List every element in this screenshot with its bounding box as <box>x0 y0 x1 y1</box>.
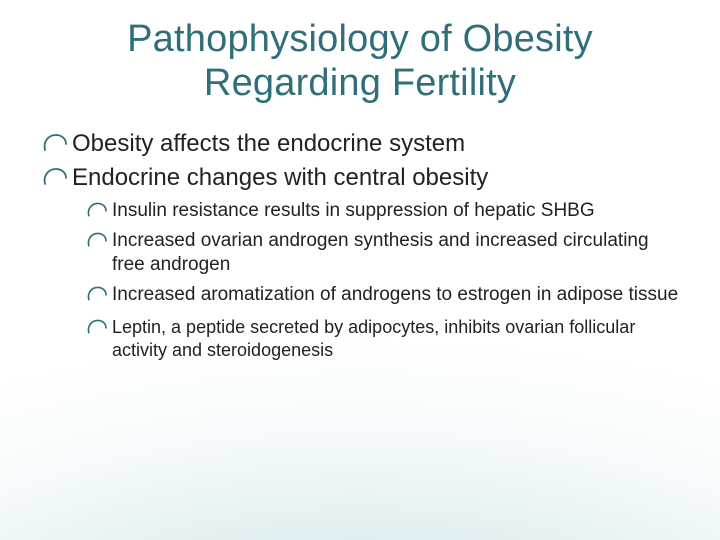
list-item: Obesity affects the endocrine system <box>42 129 680 159</box>
list-item-text: Obesity affects the endocrine system <box>72 129 680 159</box>
bullet-list-level2: Insulin resistance results in suppressio… <box>40 199 680 306</box>
list-item-text: Leptin, a peptide secreted by adipocytes… <box>112 316 680 361</box>
list-item-text: Endocrine changes with central obesity <box>72 163 680 193</box>
list-item-text: Insulin resistance results in suppressio… <box>112 199 680 223</box>
swash-bullet-icon <box>86 318 108 336</box>
bullet-list-level2b: Leptin, a peptide secreted by adipocytes… <box>40 316 680 361</box>
list-item-text: Increased ovarian androgen synthesis and… <box>112 229 680 277</box>
list-item-text: Increased aromatization of androgens to … <box>112 283 680 307</box>
list-item: Insulin resistance results in suppressio… <box>86 199 680 223</box>
list-item: Endocrine changes with central obesity <box>42 163 680 193</box>
list-item: Leptin, a peptide secreted by adipocytes… <box>86 316 680 361</box>
slide: Pathophysiology of Obesity Regarding Fer… <box>0 0 720 540</box>
list-item: Increased ovarian androgen synthesis and… <box>86 229 680 277</box>
list-item: Increased aromatization of androgens to … <box>86 283 680 307</box>
swash-bullet-icon <box>42 132 68 154</box>
swash-bullet-icon <box>86 201 108 219</box>
swash-bullet-icon <box>86 285 108 303</box>
slide-title: Pathophysiology of Obesity Regarding Fer… <box>40 18 680 105</box>
bullet-list-level1: Obesity affects the endocrine system End… <box>42 129 680 193</box>
swash-bullet-icon <box>86 231 108 249</box>
swash-bullet-icon <box>42 166 68 188</box>
